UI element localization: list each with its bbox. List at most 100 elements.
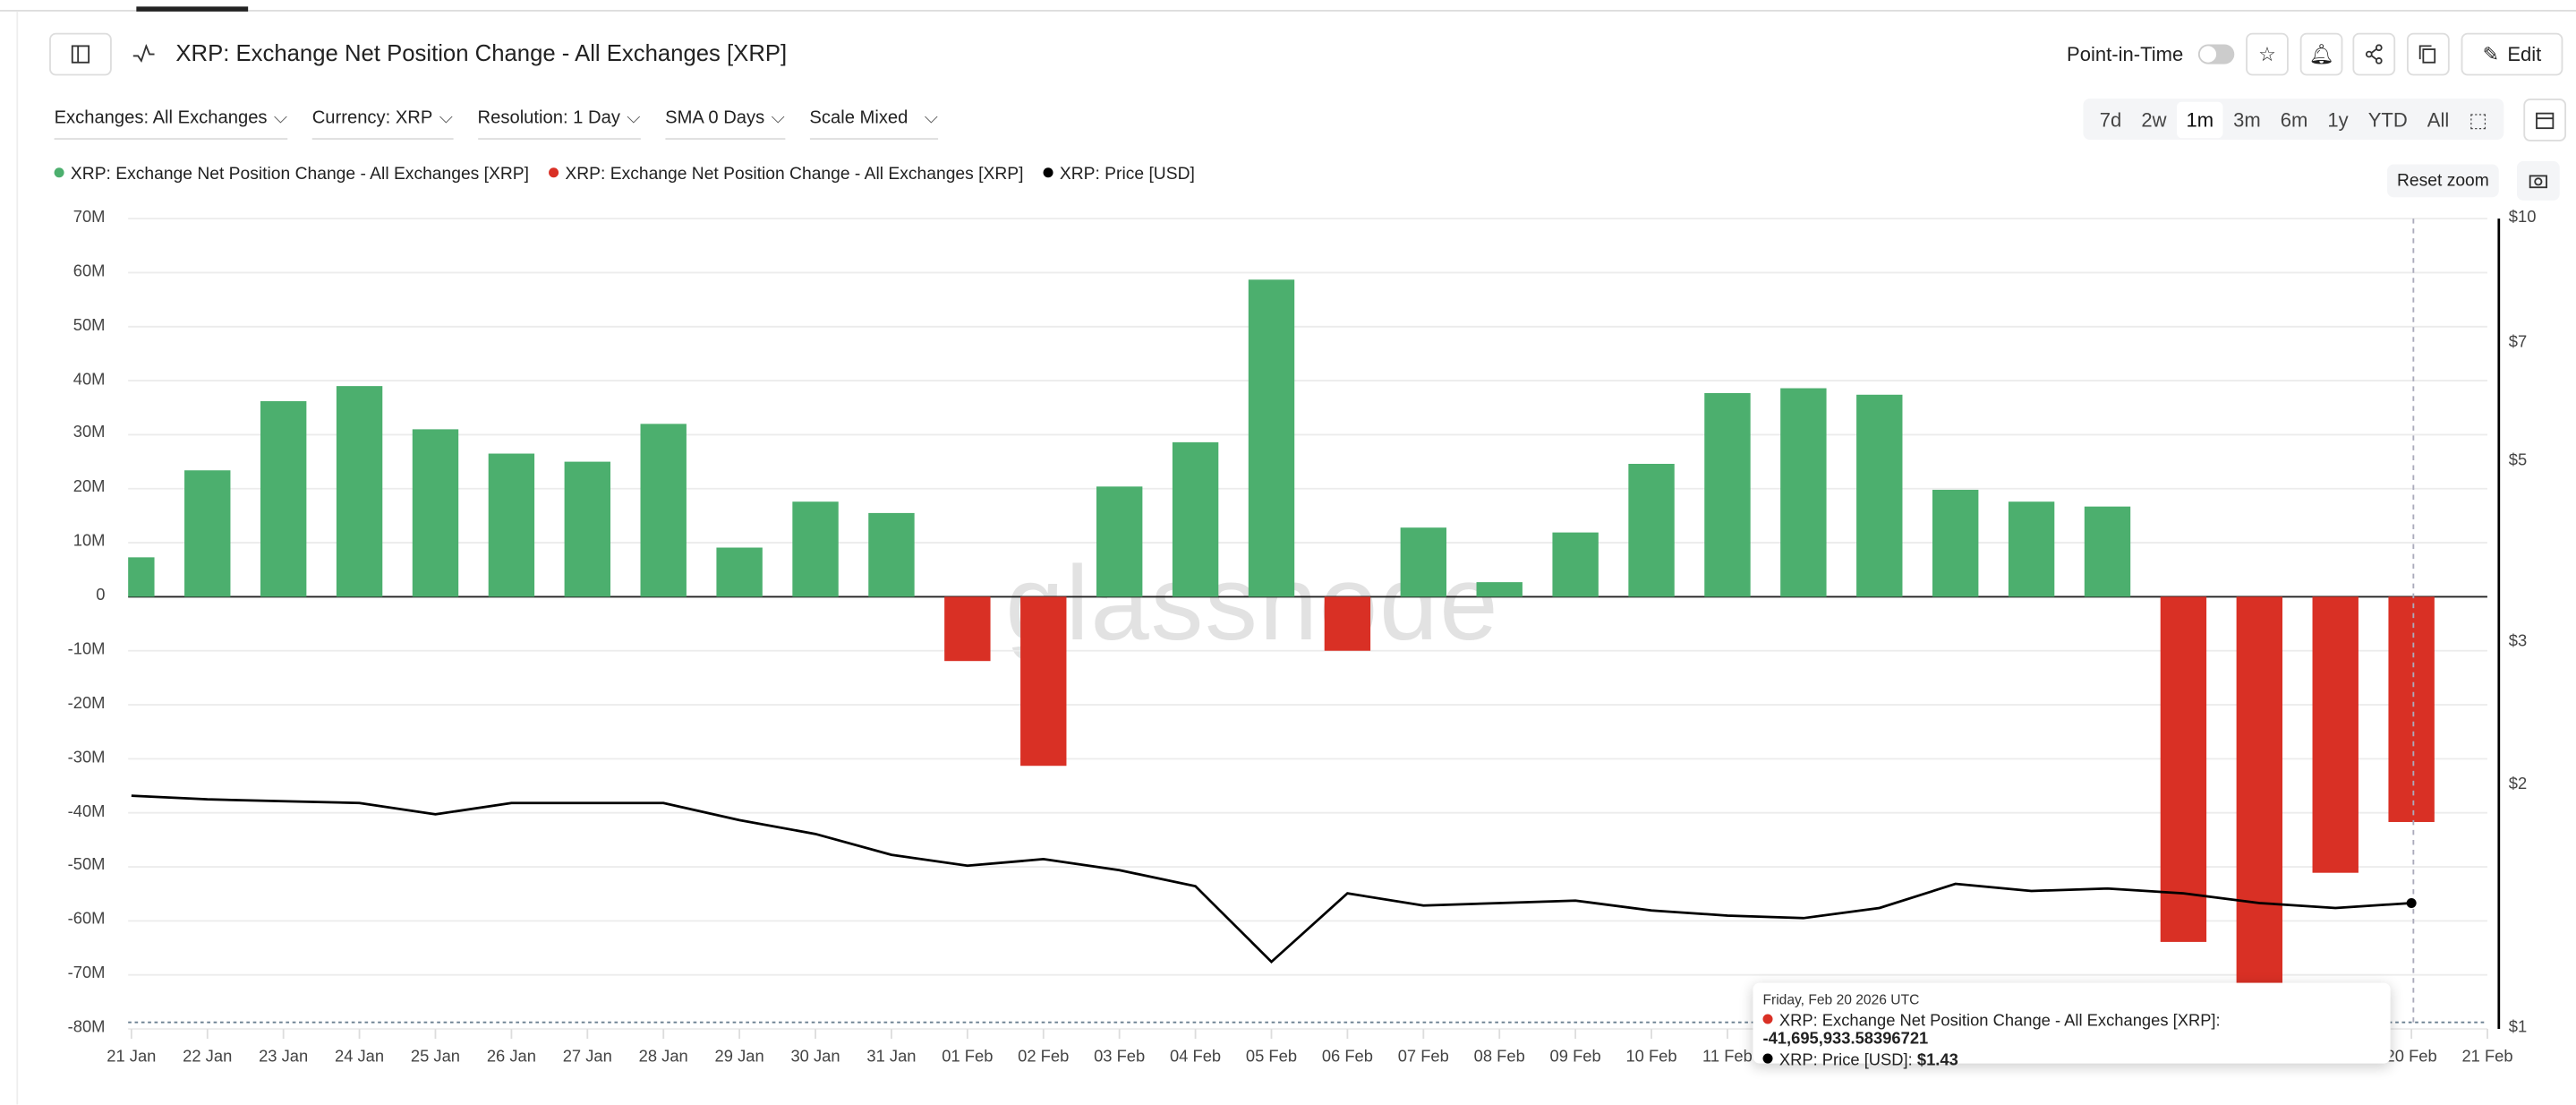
bar-positive[interactable] xyxy=(640,424,687,597)
page-title: XRP: Exchange Net Position Change - All … xyxy=(175,39,788,66)
bar-positive[interactable] xyxy=(1400,527,1447,597)
y-tick-label: -70M xyxy=(67,964,106,983)
legend-item-net-position-positive[interactable]: XRP: Exchange Net Position Change - All … xyxy=(54,165,529,184)
filter-exchanges[interactable]: Exchanges: All Exchanges ⌵ xyxy=(54,108,287,141)
x-tick-label: 11 Feb xyxy=(1702,1049,1753,1067)
bar-positive[interactable] xyxy=(1932,489,1979,597)
bar-negative[interactable] xyxy=(944,596,991,662)
range-7d[interactable]: 7d xyxy=(2099,107,2122,131)
bars xyxy=(108,279,2435,983)
sidebar-toggle-button[interactable] xyxy=(49,32,112,76)
bar-positive[interactable] xyxy=(2084,506,2131,597)
camera-icon xyxy=(2529,175,2547,189)
y-tick-label: 70M xyxy=(73,209,106,227)
calendar-button[interactable] xyxy=(2523,99,2567,141)
range-3m[interactable]: 3m xyxy=(2233,107,2261,131)
y-tick-label: 50M xyxy=(73,316,106,335)
x-tick-label: 04 Feb xyxy=(1169,1049,1222,1067)
bar-positive[interactable] xyxy=(2008,501,2055,597)
bar-positive[interactable] xyxy=(564,461,610,597)
x-tick-label: 21 Jan xyxy=(107,1049,157,1067)
y-tick-label: -20M xyxy=(67,695,106,714)
bar-positive[interactable] xyxy=(1628,464,1675,597)
x-tick-label: 23 Jan xyxy=(259,1049,309,1067)
x-tick-label: 24 Jan xyxy=(334,1049,385,1067)
bar-positive[interactable] xyxy=(184,470,231,597)
filter-currency[interactable]: Currency: XRP ⌵ xyxy=(311,108,454,141)
point-in-time-toggle[interactable] xyxy=(2197,44,2235,64)
right-tick-label: $2 xyxy=(2508,775,2528,793)
right-tick-label: $3 xyxy=(2508,632,2528,651)
y-tick-label: 60M xyxy=(73,262,106,281)
time-range-selector: 7d 2w 1m 3m 6m 1y YTD All ⬚ xyxy=(2083,99,2504,141)
bar-positive[interactable] xyxy=(1248,279,1295,597)
share-button[interactable] xyxy=(2352,32,2396,76)
x-tick-label: 10 Feb xyxy=(1625,1049,1677,1067)
y-tick-label: -30M xyxy=(67,749,106,767)
duplicate-button[interactable] xyxy=(2407,32,2450,76)
bar-negative[interactable] xyxy=(2388,596,2435,822)
right-tick-label: $1 xyxy=(2508,1019,2528,1038)
reset-zoom-button[interactable]: Reset zoom xyxy=(2386,164,2499,198)
y-tick-label: -50M xyxy=(67,857,106,876)
bar-positive[interactable] xyxy=(1552,532,1599,597)
tooltip-dot xyxy=(1762,1053,1773,1064)
bell-icon: 🔔︎ xyxy=(2308,42,2334,66)
range-ytd[interactable]: YTD xyxy=(2367,107,2408,131)
chevron-down-icon: ⌵ xyxy=(771,108,785,129)
filter-bar: Exchanges: All Exchanges ⌵ Currency: XRP ⌵… xyxy=(54,108,939,141)
bar-positive[interactable] xyxy=(792,501,839,597)
bar-positive[interactable] xyxy=(488,453,535,597)
y-tick-label: -40M xyxy=(67,802,106,821)
bar-positive[interactable] xyxy=(412,429,459,597)
edit-button[interactable]: ✎ Edit xyxy=(2461,32,2563,76)
x-tick-label: 01 Feb xyxy=(942,1049,994,1067)
y-tick-label: 40M xyxy=(73,371,106,390)
range-1y[interactable]: 1y xyxy=(2327,107,2349,131)
filter-sma[interactable]: SMA 0 Days ⌵ xyxy=(665,108,785,141)
x-tick-label: 22 Jan xyxy=(183,1049,233,1067)
bar-positive[interactable] xyxy=(1096,486,1143,597)
range-all[interactable]: All xyxy=(2427,107,2450,131)
bar-negative[interactable] xyxy=(2160,596,2207,942)
bar-positive[interactable] xyxy=(336,386,383,597)
bar-positive[interactable] xyxy=(1476,582,1523,597)
bar-positive[interactable] xyxy=(1856,394,1903,597)
favorite-button[interactable]: ☆ xyxy=(2246,32,2289,76)
range-6m[interactable]: 6m xyxy=(2280,107,2308,131)
sidebar-divider xyxy=(16,11,19,1105)
screenshot-button[interactable] xyxy=(2516,160,2560,201)
alert-button[interactable]: 🔔︎ xyxy=(2299,32,2343,76)
bar-positive[interactable] xyxy=(1780,388,1827,597)
x-tick-label: 03 Feb xyxy=(1094,1049,1146,1067)
bar-positive[interactable] xyxy=(1172,441,1219,597)
y-tick-label: -60M xyxy=(67,911,106,929)
bar-positive[interactable] xyxy=(868,512,915,597)
bar-negative[interactable] xyxy=(2236,596,2283,983)
y-tick-label: -10M xyxy=(67,640,106,659)
calendar-icon xyxy=(2536,112,2555,130)
bar-positive[interactable] xyxy=(260,401,307,597)
legend-dot xyxy=(549,167,559,178)
x-tick-label: 28 Jan xyxy=(638,1049,688,1067)
range-2w[interactable]: 2w xyxy=(2141,107,2167,131)
bar-negative[interactable] xyxy=(1020,596,1067,767)
x-tick-label: 08 Feb xyxy=(1473,1049,1525,1067)
bar-negative[interactable] xyxy=(1324,596,1371,651)
bar-negative[interactable] xyxy=(2312,596,2358,873)
x-tick-label: 06 Feb xyxy=(1321,1049,1373,1067)
range-1m[interactable]: 1m xyxy=(2176,100,2224,138)
tooltip-series1-value: -41,695,933.58396721 xyxy=(1762,1030,1929,1049)
filter-resolution[interactable]: Resolution: 1 Day ⌵ xyxy=(477,108,641,141)
legend-item-net-position-negative[interactable]: XRP: Exchange Net Position Change - All … xyxy=(549,165,1023,184)
bar-positive[interactable] xyxy=(716,547,763,597)
tooltip-series2-label: XRP: Price [USD]: xyxy=(1778,1051,1917,1070)
legend-item-price[interactable]: XRP: Price [USD] xyxy=(1043,165,1195,184)
active-tab-indicator xyxy=(136,6,249,12)
x-tick-label: 26 Jan xyxy=(486,1049,536,1067)
bar-positive[interactable] xyxy=(108,557,155,597)
zoom-select-icon[interactable]: ⬚ xyxy=(2469,107,2488,131)
bar-positive[interactable] xyxy=(1704,392,1751,597)
filter-scale[interactable]: Scale Mixed ⌵ xyxy=(809,108,939,141)
